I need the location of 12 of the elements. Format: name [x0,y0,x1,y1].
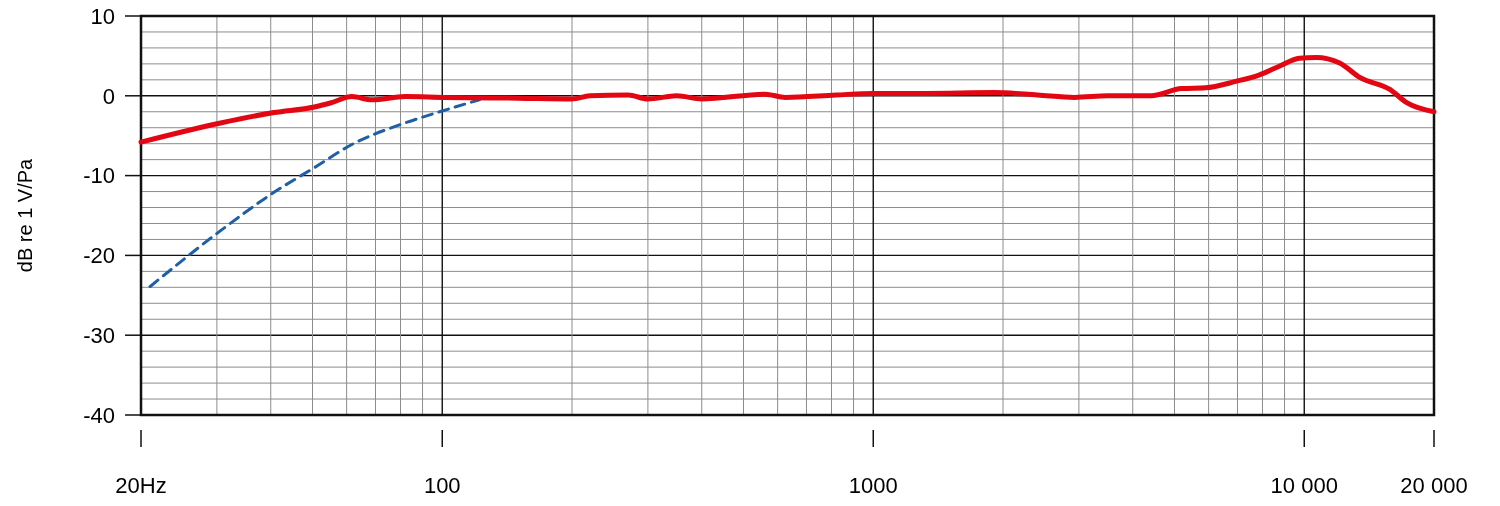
y-tick-label: 10 [90,3,115,29]
x-tick-label: 20Hz [115,473,167,498]
x-tick-label: 20 000 [1400,473,1468,498]
x-tick-label: 10 000 [1270,473,1338,498]
y-tick-label: 0 [102,83,115,109]
y-tick-label: -40 [83,402,115,428]
y-tick-label: -20 [83,243,115,269]
y-tick-label: -10 [83,163,115,189]
x-tick-label: 100 [423,473,461,498]
y-tick-label: -30 [83,322,115,348]
y-axis-title: dB re 1 V/Pa [14,157,36,273]
x-tick-label: 1000 [848,473,898,498]
